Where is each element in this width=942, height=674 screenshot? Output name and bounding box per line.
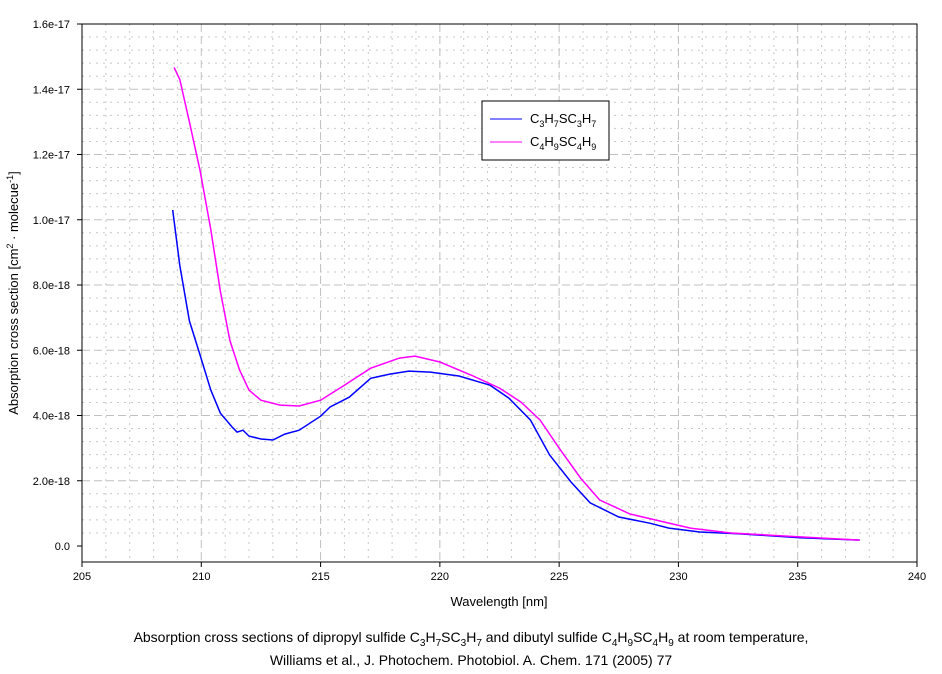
y-tick-label: 0.0 bbox=[55, 541, 70, 553]
series-line-C4H9SC4H9 bbox=[173, 67, 860, 541]
y-tick-label: 1.6e-17 bbox=[33, 19, 70, 31]
legend: C3​H7​SC3​H7​ C4​H9​SC4​H9​ bbox=[481, 100, 610, 161]
y-tick-label: 2.0e-18 bbox=[33, 476, 70, 488]
y-axis-label: Absorption cross section [cm2 · molecue-… bbox=[5, 171, 21, 415]
caption-line-2: Williams et al., J. Photochem. Photobiol… bbox=[269, 652, 673, 668]
legend-label-c3: C3​H7​SC3​H7​ bbox=[530, 111, 596, 129]
series-line-C3H7SC3H7 bbox=[171, 209, 860, 541]
legend-label-c4: C4​H9​SC4​H9​ bbox=[530, 134, 596, 152]
x-tick-label: 215 bbox=[311, 571, 329, 583]
series-lines bbox=[171, 67, 860, 541]
caption-line-1: Absorption cross sections of dipropyl su… bbox=[133, 629, 809, 649]
y-tick-label: 1.2e-17 bbox=[33, 150, 70, 162]
x-tick-label: 205 bbox=[73, 571, 91, 583]
x-tick-label: 225 bbox=[550, 571, 568, 583]
axis-ticks: 205 210 215 220 225 230 235 240 0.0 2.0e-18 4.0e-1… bbox=[33, 19, 926, 583]
grid bbox=[82, 24, 917, 562]
x-tick-label: 210 bbox=[192, 571, 210, 583]
plot-frame bbox=[81, 23, 918, 563]
x-axis-label: Wavelength [nm] bbox=[450, 594, 547, 609]
y-tick-label: 1.4e-17 bbox=[33, 84, 70, 96]
y-tick-label: 6.0e-18 bbox=[33, 345, 70, 357]
y-tick-label: 4.0e-18 bbox=[33, 411, 70, 423]
x-tick-label: 230 bbox=[669, 571, 687, 583]
y-tick-label: 8.0e-18 bbox=[33, 280, 70, 292]
x-tick-label: 240 bbox=[908, 571, 926, 583]
x-tick-label: 220 bbox=[431, 571, 449, 583]
x-tick-label: 235 bbox=[789, 571, 807, 583]
y-tick-label: 1.0e-17 bbox=[33, 215, 70, 227]
